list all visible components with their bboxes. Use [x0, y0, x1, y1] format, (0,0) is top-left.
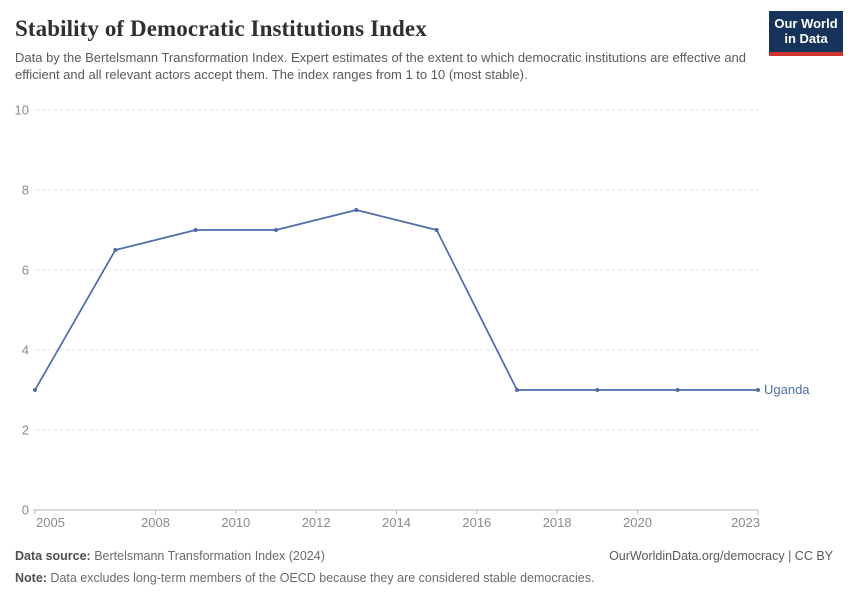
owid-logo-line2: in Data — [784, 31, 828, 46]
x-axis-tick-label: 2018 — [543, 515, 572, 530]
chart-subtitle: Data by the Bertelsmann Transformation I… — [15, 50, 747, 82]
data-point[interactable] — [274, 228, 278, 232]
chart-note-label: Note: — [15, 571, 47, 585]
line-chart[interactable]: 0 2 4 6 8 10 2005 2008 2010 2012 2014 2016 2018 2020 2… — [0, 100, 850, 545]
data-point[interactable] — [675, 388, 680, 392]
y-axis-tick-label: 6 — [22, 263, 29, 278]
data-point[interactable] — [595, 388, 600, 392]
data-source: Data source: Bertelsmann Transformation … — [15, 547, 325, 565]
series-label-uganda[interactable]: Uganda — [764, 382, 810, 397]
data-point[interactable] — [113, 248, 118, 252]
y-axis-tick-label: 10 — [15, 103, 29, 118]
owid-logo[interactable]: Our World in Data — [769, 11, 843, 56]
x-axis-tick-label: 2023 — [731, 515, 760, 530]
y-axis-tick-label: 8 — [22, 183, 29, 198]
x-axis-tick-label: 2005 — [36, 515, 65, 530]
chart-note-value: Data excludes long-term members of the O… — [46, 571, 595, 585]
data-source-value: Bertelsmann Transformation Index (2024) — [90, 549, 325, 563]
x-axis-tick-label: 2014 — [382, 515, 411, 530]
owid-logo-line1: Our World — [774, 16, 838, 31]
y-axis-tick-label: 2 — [22, 423, 29, 438]
data-point[interactable] — [515, 388, 519, 392]
chart-title: Stability of Democratic Institutions Ind… — [15, 16, 427, 41]
y-axis-tick-label: 4 — [22, 343, 29, 358]
chart-header: Stability of Democratic Institutions Ind… — [15, 16, 835, 83]
x-axis-tick-label: 2012 — [302, 515, 331, 530]
data-point[interactable] — [756, 388, 760, 392]
x-axis-tick-label: 2010 — [221, 515, 250, 530]
data-point[interactable] — [193, 228, 198, 232]
data-point[interactable] — [354, 208, 359, 212]
series-line-uganda[interactable] — [34, 209, 758, 391]
y-axis-tick-label: 0 — [22, 503, 29, 518]
x-axis-tick-label: 2016 — [462, 515, 491, 530]
data-point[interactable] — [434, 228, 439, 232]
attribution-link[interactable]: OurWorldinData.org/democracy | CC BY — [609, 549, 833, 563]
data-point[interactable] — [33, 388, 37, 392]
data-source-label: Data source: — [15, 549, 91, 563]
chart-note: Note: Data excludes long-term members of… — [15, 569, 833, 587]
x-axis-tick-label: 2008 — [141, 515, 170, 530]
chart-footer: Data source: Bertelsmann Transformation … — [15, 547, 833, 587]
x-axis-tick-label: 2020 — [623, 515, 652, 530]
